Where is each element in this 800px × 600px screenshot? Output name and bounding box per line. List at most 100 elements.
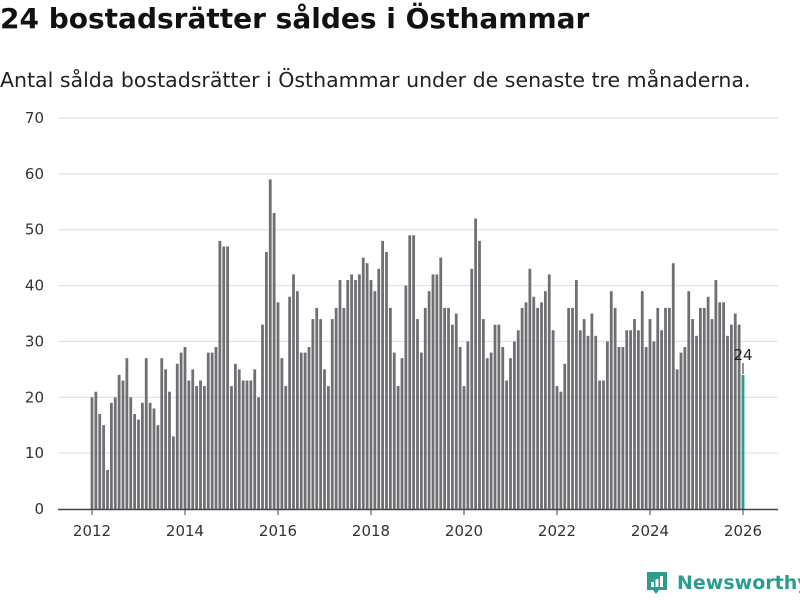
bar [350, 274, 354, 509]
bar [323, 369, 326, 509]
bar [315, 307, 319, 509]
bar [644, 347, 648, 509]
bar [648, 319, 652, 509]
bar [423, 307, 427, 509]
bar [439, 257, 443, 509]
bar [710, 319, 714, 509]
bar [578, 330, 582, 509]
bar [470, 268, 474, 509]
bar [164, 369, 168, 509]
bar [280, 358, 284, 509]
bar [319, 319, 323, 509]
bar [148, 402, 152, 509]
bar [98, 414, 102, 509]
bar [737, 324, 741, 509]
bars [90, 179, 745, 510]
y-tick-label-40: 40 [25, 277, 44, 295]
newsworthy-logo-icon [647, 572, 667, 594]
bar [373, 291, 377, 509]
bar [536, 307, 540, 509]
bar [253, 369, 257, 509]
bar [582, 319, 586, 509]
bar [121, 380, 125, 509]
bar [493, 324, 497, 509]
bar [218, 240, 222, 509]
bar [187, 380, 191, 509]
bar [357, 274, 361, 509]
bar [419, 352, 423, 509]
bar [671, 263, 675, 509]
data-label-last: 24 [733, 346, 752, 364]
bar [702, 307, 706, 509]
bar [454, 313, 458, 509]
bar [528, 268, 532, 509]
bar [543, 291, 547, 509]
bar [195, 386, 199, 509]
bar [354, 279, 357, 509]
bar [590, 313, 594, 509]
bar [555, 386, 559, 509]
bar [175, 363, 179, 509]
bar [326, 386, 330, 509]
bar [695, 335, 698, 509]
x-axis: 2012 2014 2016 2018 2020 2022 2024 2026 [58, 508, 778, 540]
bar [602, 380, 605, 509]
bar [133, 414, 137, 509]
bar [640, 291, 644, 509]
bar [609, 291, 613, 509]
bar [381, 240, 385, 509]
bar [497, 324, 501, 509]
bar [129, 397, 133, 509]
bar [113, 397, 117, 509]
bar [636, 330, 640, 509]
bar [722, 302, 726, 509]
x-tick-label-2012: 2012 [73, 522, 111, 540]
bar [706, 296, 710, 509]
bar [733, 313, 737, 509]
bar [404, 285, 408, 509]
bar [617, 347, 621, 509]
data-labels: 24 [733, 346, 753, 374]
bar [245, 380, 249, 509]
bar [450, 324, 454, 509]
bar [656, 307, 660, 509]
chart-title: 24 bostadsrätter såldes i Östhammar [0, 2, 590, 35]
bar [563, 363, 567, 509]
bar [516, 330, 520, 509]
bar [369, 279, 373, 509]
bar [392, 352, 396, 509]
bar [621, 347, 625, 509]
bar [427, 291, 431, 509]
x-tick-label-2022: 2022 [538, 522, 576, 540]
bar [524, 302, 528, 509]
bar [183, 347, 187, 509]
bar [342, 307, 346, 509]
bar [458, 347, 462, 509]
bar [230, 386, 233, 509]
bar [629, 330, 633, 509]
bar [264, 252, 268, 509]
bar [152, 408, 156, 509]
bar [268, 179, 272, 509]
bar [299, 352, 303, 509]
bar [605, 341, 609, 509]
bar [698, 307, 702, 509]
bar [137, 419, 140, 509]
bar [462, 386, 466, 509]
bar [295, 291, 299, 509]
bar [478, 240, 481, 509]
bar [125, 358, 129, 509]
bar [160, 358, 164, 509]
bar [574, 279, 578, 509]
bar [233, 363, 237, 509]
bar [206, 352, 210, 509]
bar [726, 335, 729, 509]
bar [284, 386, 288, 509]
x-tick-label-2014: 2014 [166, 522, 204, 540]
bar [571, 307, 574, 509]
bar [435, 274, 439, 509]
bar [714, 279, 718, 509]
y-tick-label-50: 50 [25, 221, 44, 239]
bar [625, 330, 629, 509]
